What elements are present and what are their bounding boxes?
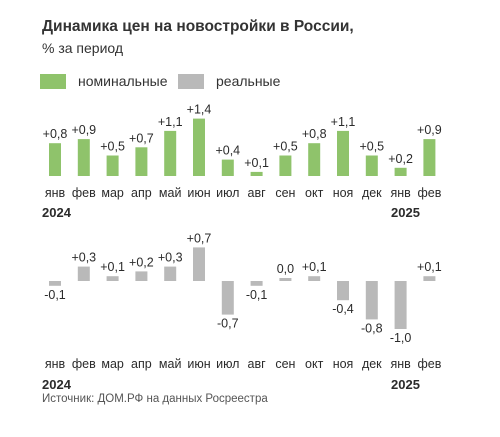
bar-real-12: [394, 281, 407, 329]
month-label-nominal-6: июл: [216, 186, 239, 200]
month-label-nominal-2: мар: [101, 186, 124, 200]
month-label-real-7: авг: [248, 357, 267, 371]
legend-item-real: реальные: [178, 72, 280, 90]
bar-nominal-1: [77, 139, 90, 176]
month-label-real-2: мар: [101, 357, 124, 371]
data-label-real-6: -0,7: [217, 317, 239, 331]
month-label-real-11: дек: [362, 357, 382, 371]
bar-nominal-13: [423, 139, 436, 176]
data-label-nominal-10: +1,1: [331, 115, 356, 129]
data-label-nominal-1: +0,9: [71, 123, 96, 137]
data-label-real-7: -0,1: [246, 288, 268, 302]
bar-nominal-10: [337, 130, 349, 176]
month-label-nominal-12: янв: [390, 186, 411, 200]
month-label-real-10: ноя: [333, 357, 354, 371]
bar-real-6: [221, 281, 234, 315]
month-label-nominal-0: янв: [45, 186, 66, 200]
data-label-nominal-7: +0,1: [244, 156, 269, 170]
data-label-nominal-5: +1,4: [187, 103, 212, 117]
chart-title: Динамика цен на новостройки в России,: [42, 18, 354, 35]
bar-nominal-9: [308, 143, 321, 176]
month-label-real-9: окт: [305, 357, 324, 371]
data-label-real-10: -0,4: [332, 302, 354, 316]
month-label-nominal-13: фев: [417, 186, 441, 200]
data-label-nominal-6: +0,4: [215, 144, 240, 158]
bar-nominal-12: [394, 167, 407, 176]
data-label-real-5: +0,7: [187, 231, 212, 245]
month-label-nominal-3: апр: [131, 186, 152, 200]
month-label-real-1: фев: [72, 357, 96, 371]
legend-swatch-real: [178, 73, 204, 89]
data-label-nominal-11: +0,5: [359, 140, 384, 154]
data-label-nominal-8: +0,5: [273, 140, 298, 154]
data-label-real-3: +0,2: [129, 255, 154, 269]
data-label-real-11: -0,8: [361, 321, 383, 335]
data-label-nominal-9: +0,8: [302, 127, 327, 141]
data-label-nominal-0: +0,8: [43, 127, 68, 141]
data-label-real-0: -0,1: [44, 288, 66, 302]
legend-label-real: реальные: [216, 73, 281, 89]
data-label-nominal-4: +1,1: [158, 115, 183, 129]
bar-real-8: [279, 278, 292, 281]
month-label-nominal-11: дек: [362, 186, 382, 200]
bar-real-3: [135, 271, 148, 281]
bar-nominal-3: [135, 147, 148, 176]
bar-real-11: [365, 281, 378, 320]
data-label-real-9: +0,1: [302, 260, 327, 274]
month-label-nominal-4: май: [159, 186, 182, 200]
bar-real-10: [337, 281, 349, 301]
bar-real-1: [77, 266, 90, 281]
month-label-real-8: сен: [275, 357, 295, 371]
month-label-real-0: янв: [45, 357, 66, 371]
month-label-real-12: янв: [390, 357, 411, 371]
bar-nominal-7: [250, 171, 263, 176]
bar-nominal-8: [279, 155, 292, 176]
year-label-nominal-2024: 2024: [42, 205, 72, 220]
bar-real-2: [106, 276, 119, 281]
year-label-real-2024: 2024: [42, 377, 72, 392]
data-label-nominal-3: +0,7: [129, 131, 154, 145]
bar-nominal-2: [106, 155, 119, 176]
bar-nominal-4: [164, 130, 177, 176]
bar-real-13: [423, 276, 436, 281]
chart-subtitle: % за период: [42, 40, 124, 56]
month-label-real-4: май: [159, 357, 182, 371]
data-label-nominal-2: +0,5: [100, 140, 125, 154]
bar-nominal-6: [221, 159, 234, 176]
year-label-real-2025: 2025: [391, 377, 420, 392]
bar-real-4: [164, 266, 177, 281]
month-label-nominal-9: окт: [305, 186, 324, 200]
source-note: Источник: ДОМ.РФ на данных Росреестра: [42, 393, 268, 405]
bar-nominal-0: [49, 143, 61, 176]
month-label-nominal-7: авг: [248, 186, 267, 200]
month-label-real-13: фев: [417, 357, 441, 371]
data-label-nominal-13: +0,9: [417, 123, 442, 137]
bar-real-0: [49, 281, 61, 286]
data-label-real-1: +0,3: [71, 251, 96, 265]
data-label-real-13: +0,1: [417, 260, 442, 274]
data-label-real-4: +0,3: [158, 251, 183, 265]
bar-real-5: [193, 247, 205, 281]
month-label-nominal-1: фев: [72, 186, 96, 200]
month-label-real-3: апр: [131, 357, 152, 371]
month-label-real-6: июл: [216, 357, 239, 371]
month-label-nominal-8: сен: [275, 186, 295, 200]
bar-real-7: [250, 281, 263, 286]
data-label-real-2: +0,1: [100, 260, 125, 274]
bar-nominal-5: [193, 118, 205, 176]
data-label-nominal-12: +0,2: [388, 152, 413, 166]
month-label-nominal-10: ноя: [333, 186, 354, 200]
month-label-real-5: июн: [187, 357, 210, 371]
legend-swatch-nominal: [40, 73, 66, 89]
month-label-nominal-5: июн: [187, 186, 210, 200]
legend-item-nominal: номинальные: [40, 72, 168, 90]
data-label-real-12: -1,0: [390, 331, 412, 345]
year-label-nominal-2025: 2025: [391, 205, 420, 220]
bar-nominal-11: [365, 155, 378, 176]
legend-label-nominal: номинальные: [78, 73, 168, 89]
data-label-real-8: 0,0: [277, 262, 294, 276]
bar-real-9: [308, 276, 321, 281]
